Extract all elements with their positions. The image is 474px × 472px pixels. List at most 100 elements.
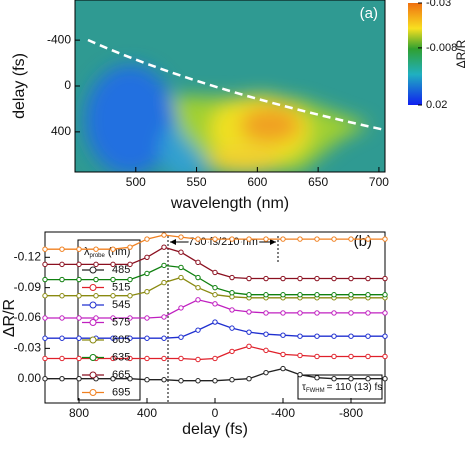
data-point [110,315,116,321]
data-point [59,355,65,362]
data-point [263,347,269,354]
data-point [127,261,133,268]
data-point [212,269,218,276]
data-point [382,376,388,382]
data-point [246,376,252,382]
data-point [144,315,150,321]
data-point [246,309,252,315]
x-tick-label: 550 [187,175,207,189]
data-point [42,376,48,382]
data-point [365,333,371,339]
data-point [229,307,235,313]
data-point [297,352,303,359]
legend-marker [89,336,97,344]
x-tick-label: 400 [137,406,157,420]
data-point [263,331,269,337]
data-point [280,292,286,298]
data-point [297,333,303,339]
data-point [348,292,354,298]
data-point [280,365,286,372]
data-point [331,275,337,282]
colorbar-label: ΔR/R [454,39,468,68]
data-point [144,335,150,341]
data-point [59,335,65,341]
data-point [331,333,337,339]
data-point [212,355,218,362]
data-point [331,292,337,298]
data-point [246,275,252,282]
data-point [161,335,167,341]
data-point [314,292,320,298]
data-point [178,334,184,340]
data-point [280,236,286,242]
data-point [144,254,150,260]
data-point [161,279,167,286]
data-point [59,246,65,252]
data-point [212,319,218,325]
y-tick-label: -0.12 [14,249,42,263]
data-point [144,355,150,362]
data-point [229,290,235,296]
data-point [42,261,48,268]
legend-marker [89,301,97,309]
legend-marker [89,354,97,361]
data-point [382,292,388,298]
data-point [365,236,371,242]
data-point [212,292,218,298]
data-point [229,377,235,383]
legend-label: 665 [112,369,130,381]
legend-marker [89,284,97,291]
data-point [246,329,252,335]
data-point [178,378,184,384]
legend-marker [89,319,97,326]
data-point [280,351,286,358]
data-point [365,376,371,382]
data-point [314,236,320,242]
data-point [348,376,354,382]
tau-symbol: τ [302,382,306,393]
data-point [348,310,354,316]
data-point [110,246,116,252]
data-point [76,293,82,299]
data-point [42,293,48,299]
data-point [280,275,286,282]
data-point [246,236,252,242]
data-point [178,249,184,255]
data-point [263,369,269,376]
x-tick-label: 600 [247,175,267,189]
data-point [178,355,184,362]
data-point [127,276,133,283]
data-point [110,335,116,341]
data-point [297,236,303,242]
data-point [348,275,354,282]
data-point [314,353,320,360]
legend-marker [89,266,97,274]
data-point [127,293,133,299]
x-tick-label: 650 [308,175,328,189]
legend-label: 695 [112,386,130,398]
y-tick-label: 0 [64,78,71,92]
data-point [212,378,218,384]
data-point [331,376,337,382]
x-tick-label: 800 [69,406,89,420]
y-axis-label: ΔR/R [1,299,18,337]
data-point [297,371,303,378]
data-point [246,343,252,350]
data-point [178,264,184,271]
data-point [280,310,286,316]
data-point [212,236,218,242]
data-point [195,327,201,333]
data-point [246,292,252,298]
y-tick-label: -0.03 [14,341,42,355]
data-point [195,259,201,266]
legend-label: 635 [112,351,130,363]
data-point [382,236,388,242]
data-point [76,276,82,283]
data-point [195,274,201,281]
data-point [144,270,150,277]
data-point [382,353,388,360]
legend-label: 545 [112,299,130,311]
y-tick-label: -0.06 [14,310,42,324]
y-tick-label: -0.09 [14,280,42,294]
legend-title-sub: probe [90,253,106,259]
